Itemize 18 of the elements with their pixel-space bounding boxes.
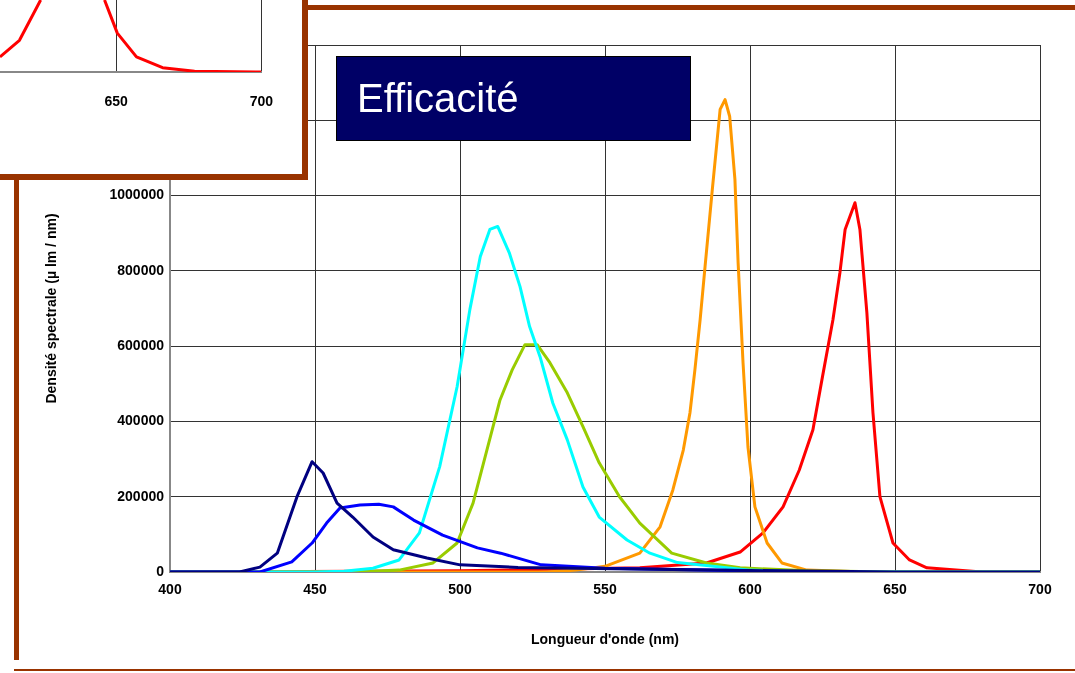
x-tick-label: 600 (738, 581, 762, 598)
x-tick-label: 650 (104, 93, 129, 110)
x-tick-label: 700 (1028, 581, 1052, 598)
text: Efficacité (357, 75, 519, 122)
y-tick-label: 0 (156, 562, 165, 579)
x-tick-label: 450 (303, 581, 327, 598)
x-tick-label: 400 (158, 581, 182, 598)
x-tick-label: 700 (249, 93, 274, 110)
y-tick-label: 800000 (117, 261, 165, 278)
y-tick-label: 1000000 (109, 186, 165, 203)
x-tick-label: 500 (448, 581, 472, 598)
y-axis-title: Densité spectrale (µ lm / nm) (43, 213, 60, 404)
y-tick-label: 400000 (117, 412, 165, 429)
x-tick-label: 550 (593, 581, 617, 598)
x-axis-title: Longueur d'onde (nm) (531, 631, 679, 648)
y-tick-label: 200000 (117, 487, 165, 504)
x-tick-label: 650 (883, 581, 907, 598)
y-tick-label: 600000 (117, 337, 165, 353)
